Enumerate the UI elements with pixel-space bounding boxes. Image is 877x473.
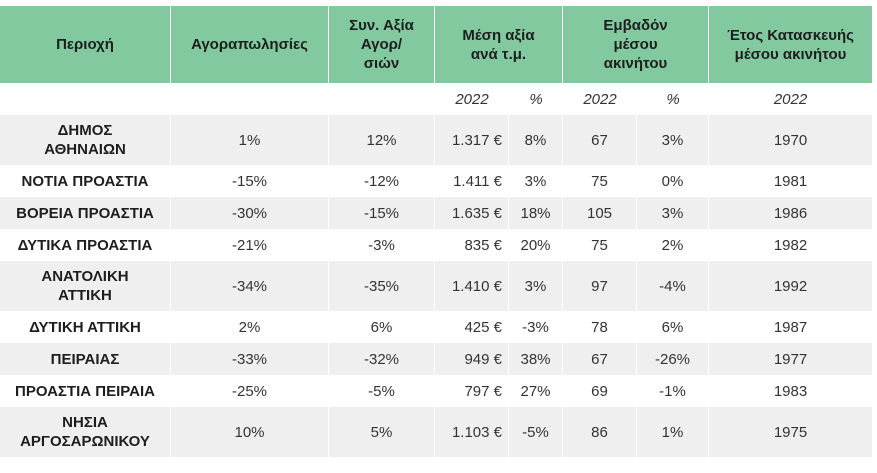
table-row: ΔΗΜΟΣ ΑΘΗΝΑΙΩΝ 1% 12% 1.317 € 8% 67 3% 1… xyxy=(0,115,873,165)
avg-value-cell: 1.411 € xyxy=(435,165,509,197)
table-row: ΝΟΤΙΑ ΠΡΟΑΣΤΙΑ -15% -12% 1.411 € 3% 75 0… xyxy=(0,165,873,197)
header-transactions: Αγοραπωλησίες xyxy=(171,6,329,83)
area-pct-cell: 1% xyxy=(637,407,710,457)
transactions-cell: 2% xyxy=(171,311,329,343)
region-cell: ΠΡΟΑΣΤΙΑ ΠΕΙΡΑΙΑ xyxy=(0,375,171,407)
subheader-year-year: 2022 xyxy=(709,83,873,115)
table-row: ΔΥΤΙΚΑ ΠΡΟΑΣΤΙΑ -21% -3% 835 € 20% 75 2%… xyxy=(0,229,873,261)
region-cell: ΔΥΤΙΚΗ ΑΤΤΙΚΗ xyxy=(0,311,171,343)
transactions-cell: -34% xyxy=(171,261,329,311)
header-year: Έτος Κατασκευής μέσου ακινήτου xyxy=(709,6,873,83)
total-value-cell: 12% xyxy=(329,115,435,165)
area-pct-cell: 0% xyxy=(637,165,710,197)
total-value-cell: -3% xyxy=(329,229,435,261)
header-row: Περιοχή Αγοραπωλησίες Συν. Αξία Αγορ/ σι… xyxy=(0,6,873,83)
area-pct-cell: -1% xyxy=(637,375,710,407)
region-cell: ΔΥΤΙΚΑ ΠΡΟΑΣΤΙΑ xyxy=(0,229,171,261)
area-cell: 67 xyxy=(563,115,638,165)
region-cell: ΝΟΤΙΑ ΠΡΟΑΣΤΙΑ xyxy=(0,165,171,197)
table-row: ΒΟΡΕΙΑ ΠΡΟΑΣΤΙΑ -30% -15% 1.635 € 18% 10… xyxy=(0,197,873,229)
avg-value-cell: 1.317 € xyxy=(435,115,509,165)
total-value-cell: -32% xyxy=(329,343,435,375)
area-cell: 69 xyxy=(563,375,638,407)
transactions-cell: -25% xyxy=(171,375,329,407)
region-cell: ΒΟΡΕΙΑ ΠΡΟΑΣΤΙΑ xyxy=(0,197,171,229)
region-cell: ΑΝΑΤΟΛΙΚΗ ΑΤΤΙΚΗ xyxy=(0,261,171,311)
year-cell: 1977 xyxy=(709,343,873,375)
subheader-area-year: 2022 xyxy=(563,83,638,115)
area-cell: 86 xyxy=(563,407,638,457)
total-value-cell: -15% xyxy=(329,197,435,229)
avg-value-cell: 797 € xyxy=(435,375,509,407)
real-estate-table: Περιοχή Αγοραπωλησίες Συν. Αξία Αγορ/ σι… xyxy=(0,6,873,457)
transactions-cell: -15% xyxy=(171,165,329,197)
header-region: Περιοχή xyxy=(0,6,171,83)
header-avg-value: Μέση αξία ανά τ.μ. xyxy=(435,6,564,83)
transactions-cell: -33% xyxy=(171,343,329,375)
total-value-cell: 5% xyxy=(329,407,435,457)
table-row: ΑΝΑΤΟΛΙΚΗ ΑΤΤΙΚΗ -34% -35% 1.410 € 3% 97… xyxy=(0,261,873,311)
avg-pct-cell: -3% xyxy=(509,311,564,343)
total-value-cell: 6% xyxy=(329,311,435,343)
area-pct-cell: 2% xyxy=(637,229,710,261)
area-cell: 75 xyxy=(563,229,638,261)
year-cell: 1987 xyxy=(709,311,873,343)
header-total-value: Συν. Αξία Αγορ/ σιών xyxy=(329,6,435,83)
year-cell: 1970 xyxy=(709,115,873,165)
transactions-cell: 10% xyxy=(171,407,329,457)
total-value-cell: -35% xyxy=(329,261,435,311)
area-pct-cell: -4% xyxy=(637,261,710,311)
total-value-cell: -12% xyxy=(329,165,435,197)
table-row: ΔΥΤΙΚΗ ΑΤΤΙΚΗ 2% 6% 425 € -3% 78 6% 1987 xyxy=(0,311,873,343)
avg-pct-cell: 8% xyxy=(509,115,564,165)
table-row: ΝΗΣΙΑ ΑΡΓΟΣΑΡΩΝΙΚΟΥ 10% 5% 1.103 € -5% 8… xyxy=(0,407,873,457)
area-cell: 75 xyxy=(563,165,638,197)
area-cell: 97 xyxy=(563,261,638,311)
year-cell: 1982 xyxy=(709,229,873,261)
year-cell: 1986 xyxy=(709,197,873,229)
avg-value-cell: 835 € xyxy=(435,229,509,261)
avg-value-cell: 1.410 € xyxy=(435,261,509,311)
table-row: ΠΕΙΡΑΙΑΣ -33% -32% 949 € 38% 67 -26% 197… xyxy=(0,343,873,375)
subheader-avg-pct: % xyxy=(509,83,564,115)
transactions-cell: 1% xyxy=(171,115,329,165)
total-value-cell: -5% xyxy=(329,375,435,407)
year-cell: 1975 xyxy=(709,407,873,457)
avg-value-cell: 425 € xyxy=(435,311,509,343)
avg-pct-cell: 18% xyxy=(509,197,564,229)
avg-pct-cell: 20% xyxy=(509,229,564,261)
subheader-empty xyxy=(171,83,329,115)
area-cell: 67 xyxy=(563,343,638,375)
transactions-cell: -21% xyxy=(171,229,329,261)
year-cell: 1992 xyxy=(709,261,873,311)
year-cell: 1983 xyxy=(709,375,873,407)
subheader-area-pct: % xyxy=(637,83,710,115)
area-pct-cell: -26% xyxy=(637,343,710,375)
avg-value-cell: 1.103 € xyxy=(435,407,509,457)
area-cell: 78 xyxy=(563,311,638,343)
avg-pct-cell: 38% xyxy=(509,343,564,375)
area-pct-cell: 6% xyxy=(637,311,710,343)
subheader-empty xyxy=(329,83,435,115)
region-cell: ΔΗΜΟΣ ΑΘΗΝΑΙΩΝ xyxy=(0,115,171,165)
avg-pct-cell: 3% xyxy=(509,261,564,311)
table-row: ΠΡΟΑΣΤΙΑ ΠΕΙΡΑΙΑ -25% -5% 797 € 27% 69 -… xyxy=(0,375,873,407)
area-pct-cell: 3% xyxy=(637,197,710,229)
region-cell: ΠΕΙΡΑΙΑΣ xyxy=(0,343,171,375)
region-cell: ΝΗΣΙΑ ΑΡΓΟΣΑΡΩΝΙΚΟΥ xyxy=(0,407,171,457)
transactions-cell: -30% xyxy=(171,197,329,229)
subheader-row: 2022 % 2022 % 2022 xyxy=(0,83,873,115)
subheader-empty xyxy=(0,83,171,115)
avg-value-cell: 949 € xyxy=(435,343,509,375)
header-area: Εμβαδόν μέσου ακινήτου xyxy=(563,6,710,83)
avg-pct-cell: 3% xyxy=(509,165,564,197)
area-cell: 105 xyxy=(563,197,638,229)
avg-value-cell: 1.635 € xyxy=(435,197,509,229)
avg-pct-cell: -5% xyxy=(509,407,564,457)
year-cell: 1981 xyxy=(709,165,873,197)
area-pct-cell: 3% xyxy=(637,115,710,165)
subheader-avg-year: 2022 xyxy=(435,83,509,115)
avg-pct-cell: 27% xyxy=(509,375,564,407)
